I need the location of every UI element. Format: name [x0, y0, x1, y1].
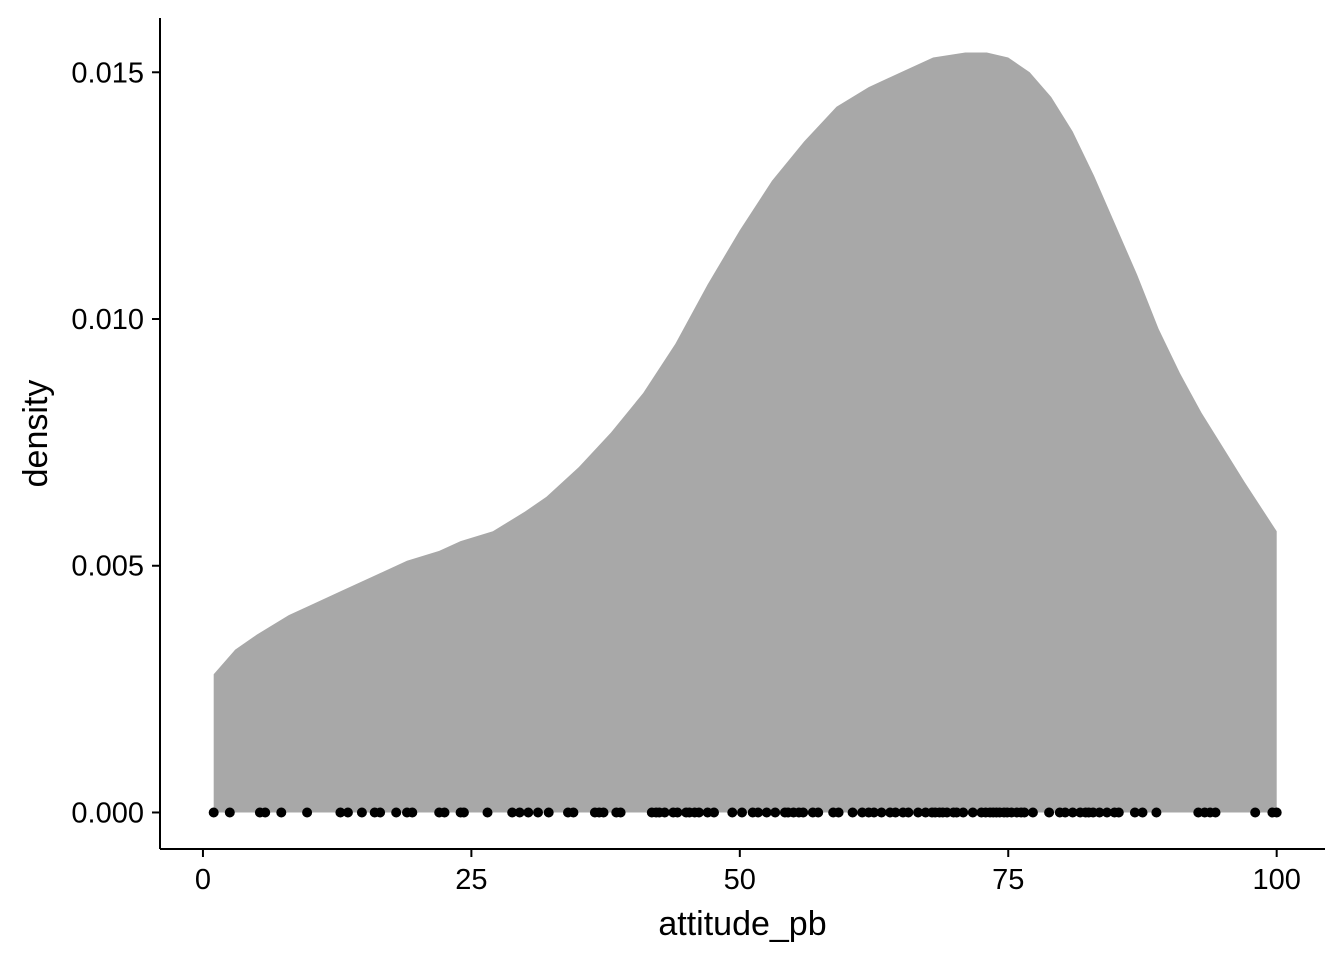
rug-point-42 [709, 807, 719, 818]
rug-point-22 [533, 807, 543, 818]
rug-point-57 [833, 807, 844, 818]
y-tick-label-0: 0.000 [71, 797, 144, 829]
rug-point-8 [356, 807, 367, 818]
rug-point-104 [1137, 807, 1148, 818]
x-tick-label-0: 0 [195, 864, 211, 896]
rug-point-64 [890, 807, 901, 818]
y-tick-label-2: 0.010 [71, 304, 144, 336]
rug-point-5 [302, 807, 313, 818]
rug-point-55 [813, 807, 824, 818]
rug-point-89 [1019, 807, 1030, 818]
rug-point-77 [967, 807, 978, 818]
rug-point-0 [208, 807, 219, 818]
rug-point-34 [659, 807, 670, 818]
y-axis-title: density [17, 380, 55, 488]
rug-point-62 [876, 807, 887, 818]
rug-point-11 [391, 807, 402, 818]
rug-point-21 [523, 807, 534, 818]
x-axis-title: attitude_pb [658, 905, 826, 943]
rug-point-13 [407, 807, 418, 818]
rug-point-102 [1113, 807, 1124, 818]
y-tick-label-1: 0.005 [71, 551, 144, 583]
rug-point-23 [543, 807, 554, 818]
rug-point-28 [598, 807, 609, 818]
rug-point-30 [615, 807, 626, 818]
rug-point-90 [1027, 807, 1038, 818]
rug-point-7 [342, 807, 353, 818]
rug-point-40 [694, 807, 704, 818]
rug-point-44 [737, 807, 747, 818]
rug-point-67 [913, 807, 924, 818]
rug-point-43 [727, 807, 738, 818]
rug-point-58 [847, 807, 858, 818]
rug-point-1 [224, 807, 235, 818]
rug-point-19 [507, 807, 518, 818]
rug-point-103 [1129, 807, 1140, 818]
rug-point-48 [770, 807, 781, 818]
x-tick-label-4: 100 [1252, 864, 1300, 896]
x-tick-label-2: 50 [724, 864, 756, 896]
rug-point-76 [958, 807, 969, 818]
rug-point-10 [375, 807, 386, 818]
y-tick-label-3: 0.015 [71, 57, 144, 89]
rug-point-66 [903, 807, 914, 818]
rug-point-94 [1067, 807, 1078, 818]
rug-point-4 [276, 807, 287, 818]
rug-point-109 [1210, 807, 1221, 818]
rug-point-91 [1044, 807, 1055, 818]
rug-point-110 [1250, 807, 1261, 818]
rug-point-15 [439, 807, 450, 818]
rug-point-36 [672, 807, 683, 818]
rug-point-100 [1102, 807, 1112, 818]
rug-point-25 [568, 807, 579, 818]
rug-point-53 [798, 807, 809, 818]
rug-point-61 [869, 807, 879, 818]
rug-point-46 [753, 807, 764, 818]
density-area [213, 52, 1277, 813]
rug-point-20 [514, 807, 525, 818]
rug-point-93 [1060, 807, 1071, 818]
rug-point-18 [482, 807, 493, 818]
rug-point-17 [458, 807, 469, 818]
x-tick-label-1: 25 [455, 864, 487, 896]
rug-point-112 [1271, 807, 1282, 818]
rug-point-6 [335, 807, 346, 818]
x-tick-label-3: 75 [992, 864, 1024, 896]
rug-point-3 [260, 807, 271, 818]
rug-point-99 [1094, 807, 1105, 818]
rug-point-105 [1151, 807, 1162, 818]
rug-point-47 [761, 807, 772, 818]
